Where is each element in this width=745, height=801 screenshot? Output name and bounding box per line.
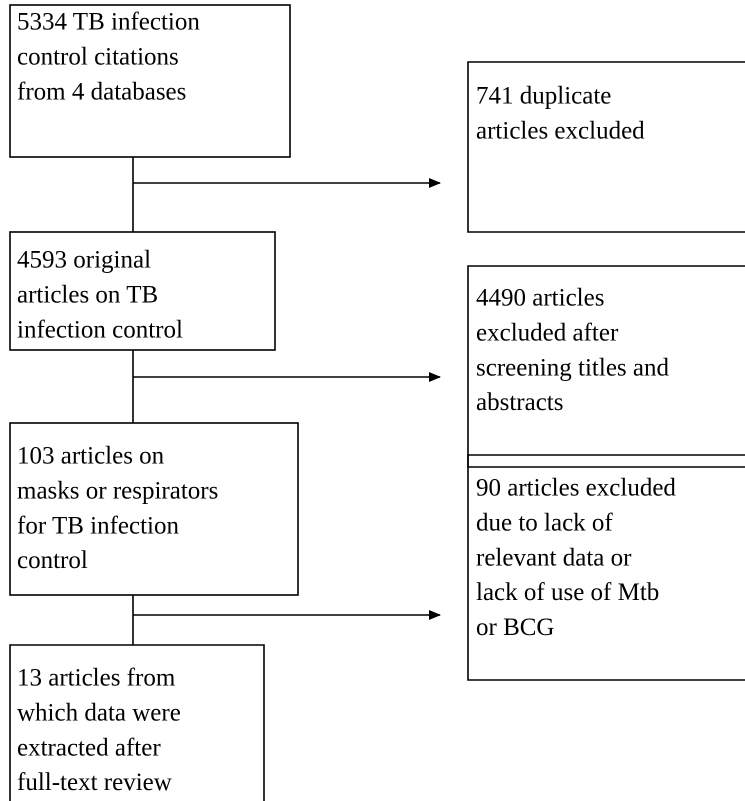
node-text: control citations xyxy=(17,44,179,71)
exclusion-box xyxy=(467,265,745,468)
exclusion-text: 90 articles excluded xyxy=(476,475,676,502)
node-text: full-text review xyxy=(17,769,172,796)
node-text: 103 articles on xyxy=(17,443,165,470)
exclusion-text: 741 duplicate xyxy=(476,83,611,110)
node-text: from 4 databases xyxy=(17,78,186,105)
node-text: extracted after xyxy=(17,734,161,761)
node-text: masks or respirators xyxy=(17,478,218,505)
box xyxy=(9,4,291,158)
node-text: 4593 original xyxy=(17,247,151,274)
exclusion-text: lack of use of Mtb xyxy=(476,579,659,606)
exclusion-text: 4490 articles xyxy=(476,285,604,312)
box xyxy=(9,422,299,596)
exclusion-box xyxy=(467,61,745,233)
node-text: control xyxy=(17,547,88,574)
exclusion-text: or BCG xyxy=(476,614,554,641)
node-text: 5334 TB infection xyxy=(17,9,200,36)
exclusion-text: abstracts xyxy=(476,389,563,416)
exclusion-box xyxy=(467,454,745,681)
node-text: 13 articles from xyxy=(17,665,176,692)
exclusion-text: screening titles and xyxy=(476,354,669,381)
node-text: for TB infection xyxy=(17,512,179,539)
exclusion-text: articles excluded xyxy=(476,118,645,145)
node-text: which data were xyxy=(17,700,181,727)
exclusion-text: excluded after xyxy=(476,320,619,347)
box xyxy=(9,644,265,801)
node-text: infection control xyxy=(17,316,183,343)
node-text: articles on TB xyxy=(17,282,158,309)
exclusion-text: due to lack of xyxy=(476,510,613,537)
exclusion-text: relevant data or xyxy=(476,544,632,571)
box xyxy=(9,231,276,351)
